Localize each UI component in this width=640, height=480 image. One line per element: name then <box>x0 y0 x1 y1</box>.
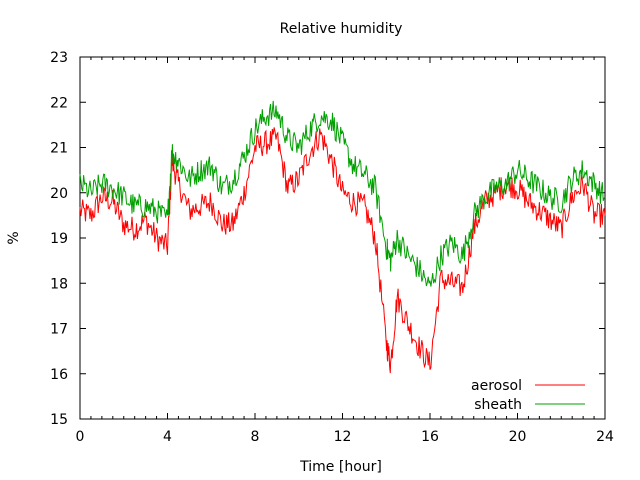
y-tick-label: 16 <box>50 367 68 383</box>
legend-label-aerosol: aerosol <box>471 378 522 394</box>
x-tick-label: 12 <box>334 429 352 445</box>
series-line-aerosol <box>79 127 606 374</box>
y-tick-label: 18 <box>50 276 68 292</box>
x-axis-label: Time [hour] <box>299 459 382 475</box>
y-axis-label: % <box>6 231 22 244</box>
x-tick-label: 4 <box>163 429 172 445</box>
chart-title: Relative humidity <box>280 21 403 37</box>
y-tick-label: 23 <box>50 50 68 66</box>
x-tick-label: 8 <box>251 429 260 445</box>
y-tick-label: 21 <box>50 141 68 157</box>
y-tick-label: 19 <box>50 231 68 247</box>
y-tick-label: 17 <box>50 322 68 338</box>
x-tick-label: 20 <box>509 429 527 445</box>
x-tick-label: 0 <box>76 429 85 445</box>
series-lines <box>79 100 606 374</box>
legend: aerosol sheath <box>471 378 585 413</box>
legend-label-sheath: sheath <box>474 397 522 413</box>
y-tick-label: 20 <box>50 186 68 202</box>
y-tick-label: 15 <box>50 412 68 428</box>
series-line-sheath <box>79 100 606 287</box>
x-tick-label: 24 <box>596 429 614 445</box>
x-tick-label: 16 <box>421 429 439 445</box>
axis-ticks: 0 4 8 12 16 20 24 15 16 17 18 19 20 21 22 23 <box>50 50 614 445</box>
y-tick-label: 22 <box>50 95 68 111</box>
